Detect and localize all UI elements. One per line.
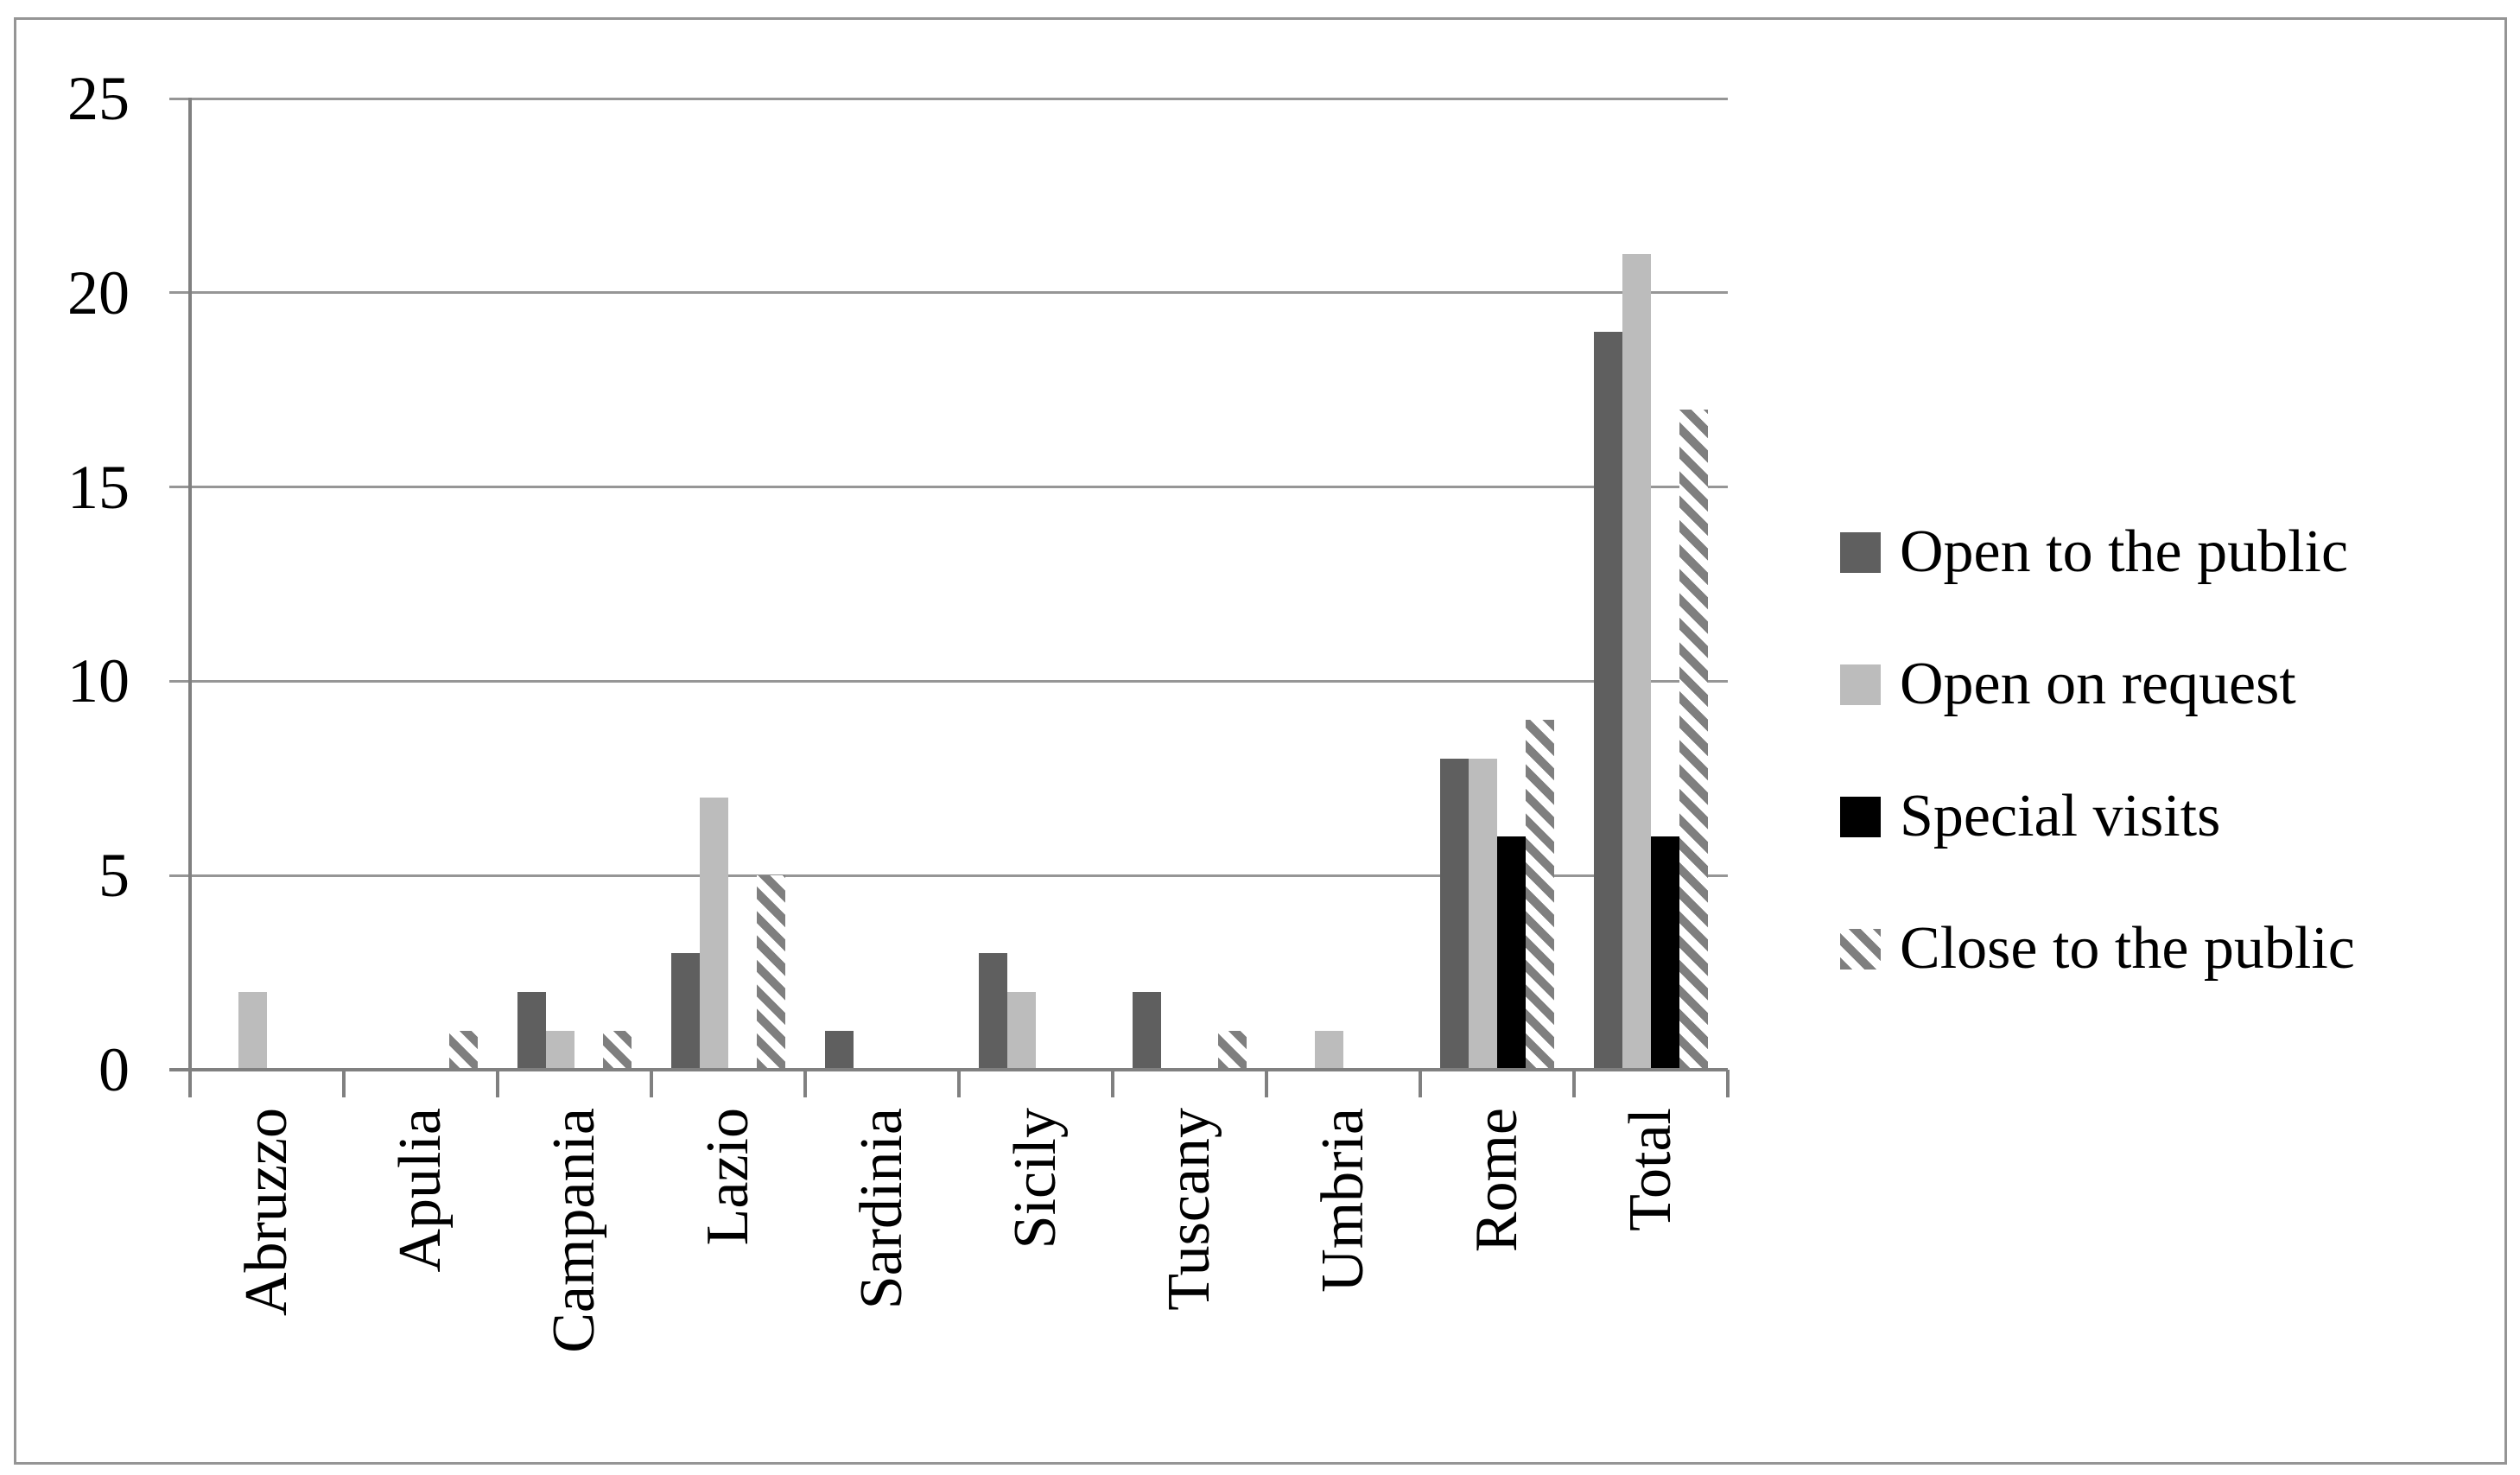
x-axis-tick-5 xyxy=(957,1070,961,1097)
gridline-25 xyxy=(169,97,1728,100)
y-tick-label-25: 25 xyxy=(67,64,130,133)
bar-rome-open-on-request xyxy=(1469,759,1497,1070)
category-group-umbria xyxy=(1266,99,1420,1070)
bar-sicily-open-to-the-public xyxy=(979,953,1007,1070)
bar-total-close-to-the-public xyxy=(1679,409,1708,1070)
category-group-sicily xyxy=(959,99,1113,1070)
x-axis-label-campania: Campania xyxy=(541,1108,607,1353)
bar-sicily-open-on-request xyxy=(1007,992,1036,1070)
x-label-cell-umbria: Umbria xyxy=(1266,1108,1420,1353)
y-tick-label-15: 15 xyxy=(67,452,130,522)
category-group-tuscany xyxy=(1113,99,1266,1070)
x-axis-label-apulia: Apulia xyxy=(387,1108,454,1273)
legend-item-special-visits: Special visits xyxy=(1840,785,2355,848)
bar-apulia-close-to-the-public xyxy=(449,1031,478,1070)
bar-lazio-open-on-request xyxy=(700,798,728,1070)
x-axis-label-sardinia: Sardinia xyxy=(848,1108,915,1310)
x-label-cell-apulia: Apulia xyxy=(344,1108,498,1353)
bar-tuscany-close-to-the-public xyxy=(1218,1031,1247,1070)
x-axis-label-rome: Rome xyxy=(1463,1108,1530,1253)
category-group-rome xyxy=(1420,99,1574,1070)
category-group-campania xyxy=(498,99,651,1070)
y-axis-line xyxy=(188,98,192,1097)
x-axis-labels: Abruzzo Apulia Campania Lazio Sardinia Sicily… xyxy=(190,1108,1728,1353)
bar-total-open-on-request xyxy=(1622,253,1651,1070)
y-tick-label-20: 20 xyxy=(67,257,130,327)
bar-campania-close-to-the-public xyxy=(603,1031,632,1070)
x-axis-tick-8 xyxy=(1419,1070,1422,1097)
x-axis-tick-3 xyxy=(650,1070,653,1097)
legend-item-close-to-the-public: Close to the public xyxy=(1840,918,2355,980)
category-group-lazio xyxy=(651,99,805,1070)
plot-area: 25 20 15 10 5 0 Abruzzo Apulia Campania Lazio Sar… xyxy=(67,66,1730,1353)
x-label-cell-total: Total xyxy=(1574,1108,1728,1353)
gridline-10 xyxy=(169,679,1728,683)
legend-swatch-close-to-the-public xyxy=(1840,928,1881,970)
x-label-cell-abruzzo: Abruzzo xyxy=(190,1108,344,1353)
x-label-cell-campania: Campania xyxy=(498,1108,651,1353)
x-axis-tick-6 xyxy=(1111,1070,1114,1097)
y-tick-label-5: 5 xyxy=(98,841,130,911)
x-label-cell-sicily: Sicily xyxy=(959,1108,1113,1353)
bar-rome-close-to-the-public xyxy=(1526,720,1554,1070)
bar-sardinia-open-to-the-public xyxy=(825,1031,854,1070)
bar-campania-open-on-request xyxy=(546,1031,574,1070)
x-label-cell-tuscany: Tuscany xyxy=(1113,1108,1266,1353)
legend-item-open-to-the-public: Open to the public xyxy=(1840,521,2355,583)
x-axis-label-umbria: Umbria xyxy=(1310,1108,1376,1293)
gridline-20 xyxy=(169,291,1728,295)
legend-swatch-open-on-request xyxy=(1840,664,1881,705)
bar-campania-open-to-the-public xyxy=(517,992,546,1070)
x-axis-tick-1 xyxy=(342,1070,346,1097)
legend-label-open-on-request: Open on request xyxy=(1900,651,2296,717)
bar-total-open-to-the-public xyxy=(1594,331,1622,1070)
figure-border xyxy=(14,17,2507,1465)
x-axis-tick-4 xyxy=(803,1070,807,1097)
legend-label-special-visits: Special visits xyxy=(1900,783,2221,849)
x-axis-label-abruzzo: Abruzzo xyxy=(233,1108,300,1317)
bar-lazio-open-to-the-public xyxy=(671,953,700,1070)
bars-layer xyxy=(190,99,1728,1070)
x-axis-label-tuscany: Tuscany xyxy=(1156,1108,1222,1311)
legend-swatch-open-to-the-public xyxy=(1840,531,1881,573)
bar-rome-special-visits xyxy=(1497,836,1526,1070)
x-axis-label-total: Total xyxy=(1617,1108,1684,1231)
category-group-total xyxy=(1574,99,1728,1070)
legend: Open to the public Open on request Special… xyxy=(1840,521,2355,1050)
bar-total-special-visits xyxy=(1651,836,1679,1070)
legend-item-open-on-request: Open on request xyxy=(1840,653,2355,715)
x-axis-tick-10 xyxy=(1726,1070,1730,1097)
y-tick-label-10: 10 xyxy=(67,646,130,716)
legend-label-close-to-the-public: Close to the public xyxy=(1900,915,2355,982)
category-group-apulia xyxy=(344,99,498,1070)
legend-swatch-special-visits xyxy=(1840,796,1881,837)
bar-tuscany-open-to-the-public xyxy=(1133,992,1161,1070)
x-axis-label-sicily: Sicily xyxy=(1002,1108,1069,1249)
legend-label-open-to-the-public: Open to the public xyxy=(1900,518,2349,585)
x-axis-label-lazio: Lazio xyxy=(695,1108,761,1246)
gridline-15 xyxy=(169,486,1728,489)
x-label-cell-rome: Rome xyxy=(1420,1108,1574,1353)
bar-umbria-open-on-request xyxy=(1315,1031,1343,1070)
x-axis-line xyxy=(169,1068,1728,1071)
x-label-cell-sardinia: Sardinia xyxy=(805,1108,959,1353)
x-axis-tick-9 xyxy=(1572,1070,1576,1097)
bar-abruzzo-open-on-request xyxy=(238,992,267,1070)
y-tick-label-0: 0 xyxy=(98,1035,130,1104)
bar-lazio-close-to-the-public xyxy=(757,875,785,1070)
x-label-cell-lazio: Lazio xyxy=(651,1108,805,1353)
x-axis-tick-7 xyxy=(1265,1070,1268,1097)
x-axis-tick-2 xyxy=(496,1070,499,1097)
category-group-abruzzo xyxy=(190,99,344,1070)
category-group-sardinia xyxy=(805,99,959,1070)
gridline-5 xyxy=(169,874,1728,877)
bar-rome-open-to-the-public xyxy=(1440,759,1469,1070)
